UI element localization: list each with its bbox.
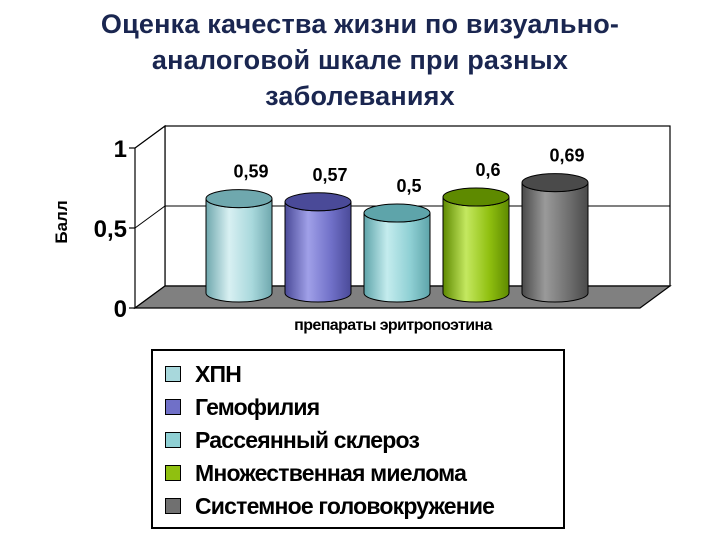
chart-title-line-1: Оценка качества жизни по визуально- [100, 9, 620, 39]
bar-5 [521, 173, 589, 303]
legend-label: ХПН [195, 360, 242, 387]
bar-top [442, 187, 510, 207]
chart-legend: ХПН Гемофилия Рассеянный склероз Множествен… [151, 349, 565, 529]
legend-swatch [165, 498, 181, 514]
x-axis-label: препараты эритропоэтина [294, 317, 492, 334]
legend-swatch [165, 465, 181, 481]
gridline [134, 125, 670, 149]
legend-item: Гемофилия [165, 392, 320, 422]
bar-4 [442, 187, 510, 303]
bar-body [363, 212, 431, 303]
bar-body [521, 182, 589, 303]
legend-label: Гемофилия [195, 393, 320, 420]
chart-title: Оценка качества жизни по визуально- анал… [0, 6, 720, 114]
bar-2 [284, 192, 352, 303]
legend-swatch [165, 366, 181, 382]
y-tick-label: 1 [114, 136, 127, 163]
bar-body [442, 196, 510, 303]
legend-item: Системное головокружение [165, 491, 495, 521]
chart-title-line-2: аналоговой шкале при разных [151, 45, 569, 75]
bar-body [284, 201, 352, 303]
data-label: 0,59 [233, 162, 268, 182]
y-axis-label: Балл [52, 200, 71, 243]
bar-top [521, 173, 589, 193]
chart-title-line-3: заболеваниях [265, 81, 455, 111]
chart-area: 0 0,5 1 Балл препараты эритропоэтина 0,59 0,57… [52, 124, 672, 334]
legend-label: Множественная миелома [195, 459, 467, 486]
data-label: 0,57 [312, 165, 347, 185]
bar-body [205, 198, 273, 303]
y-tick-label: 0,5 [94, 216, 127, 243]
legend-item: Множественная миелома [165, 458, 467, 488]
legend-swatch [165, 399, 181, 415]
legend-item: Рассеянный склероз [165, 425, 420, 455]
data-label: 0,6 [475, 160, 500, 180]
bar-top [205, 189, 273, 209]
y-tick-label: 0 [114, 296, 127, 323]
legend-label: Системное головокружение [195, 492, 495, 519]
data-label: 0,69 [549, 146, 584, 166]
legend-label: Рассеянный склероз [195, 426, 420, 453]
legend-swatch [165, 432, 181, 448]
bar-top [363, 203, 431, 223]
data-label: 0,5 [396, 176, 421, 196]
bar-1 [205, 189, 273, 303]
legend-item: ХПН [165, 359, 242, 389]
bar-top [284, 192, 352, 212]
bar-3 [363, 203, 431, 303]
